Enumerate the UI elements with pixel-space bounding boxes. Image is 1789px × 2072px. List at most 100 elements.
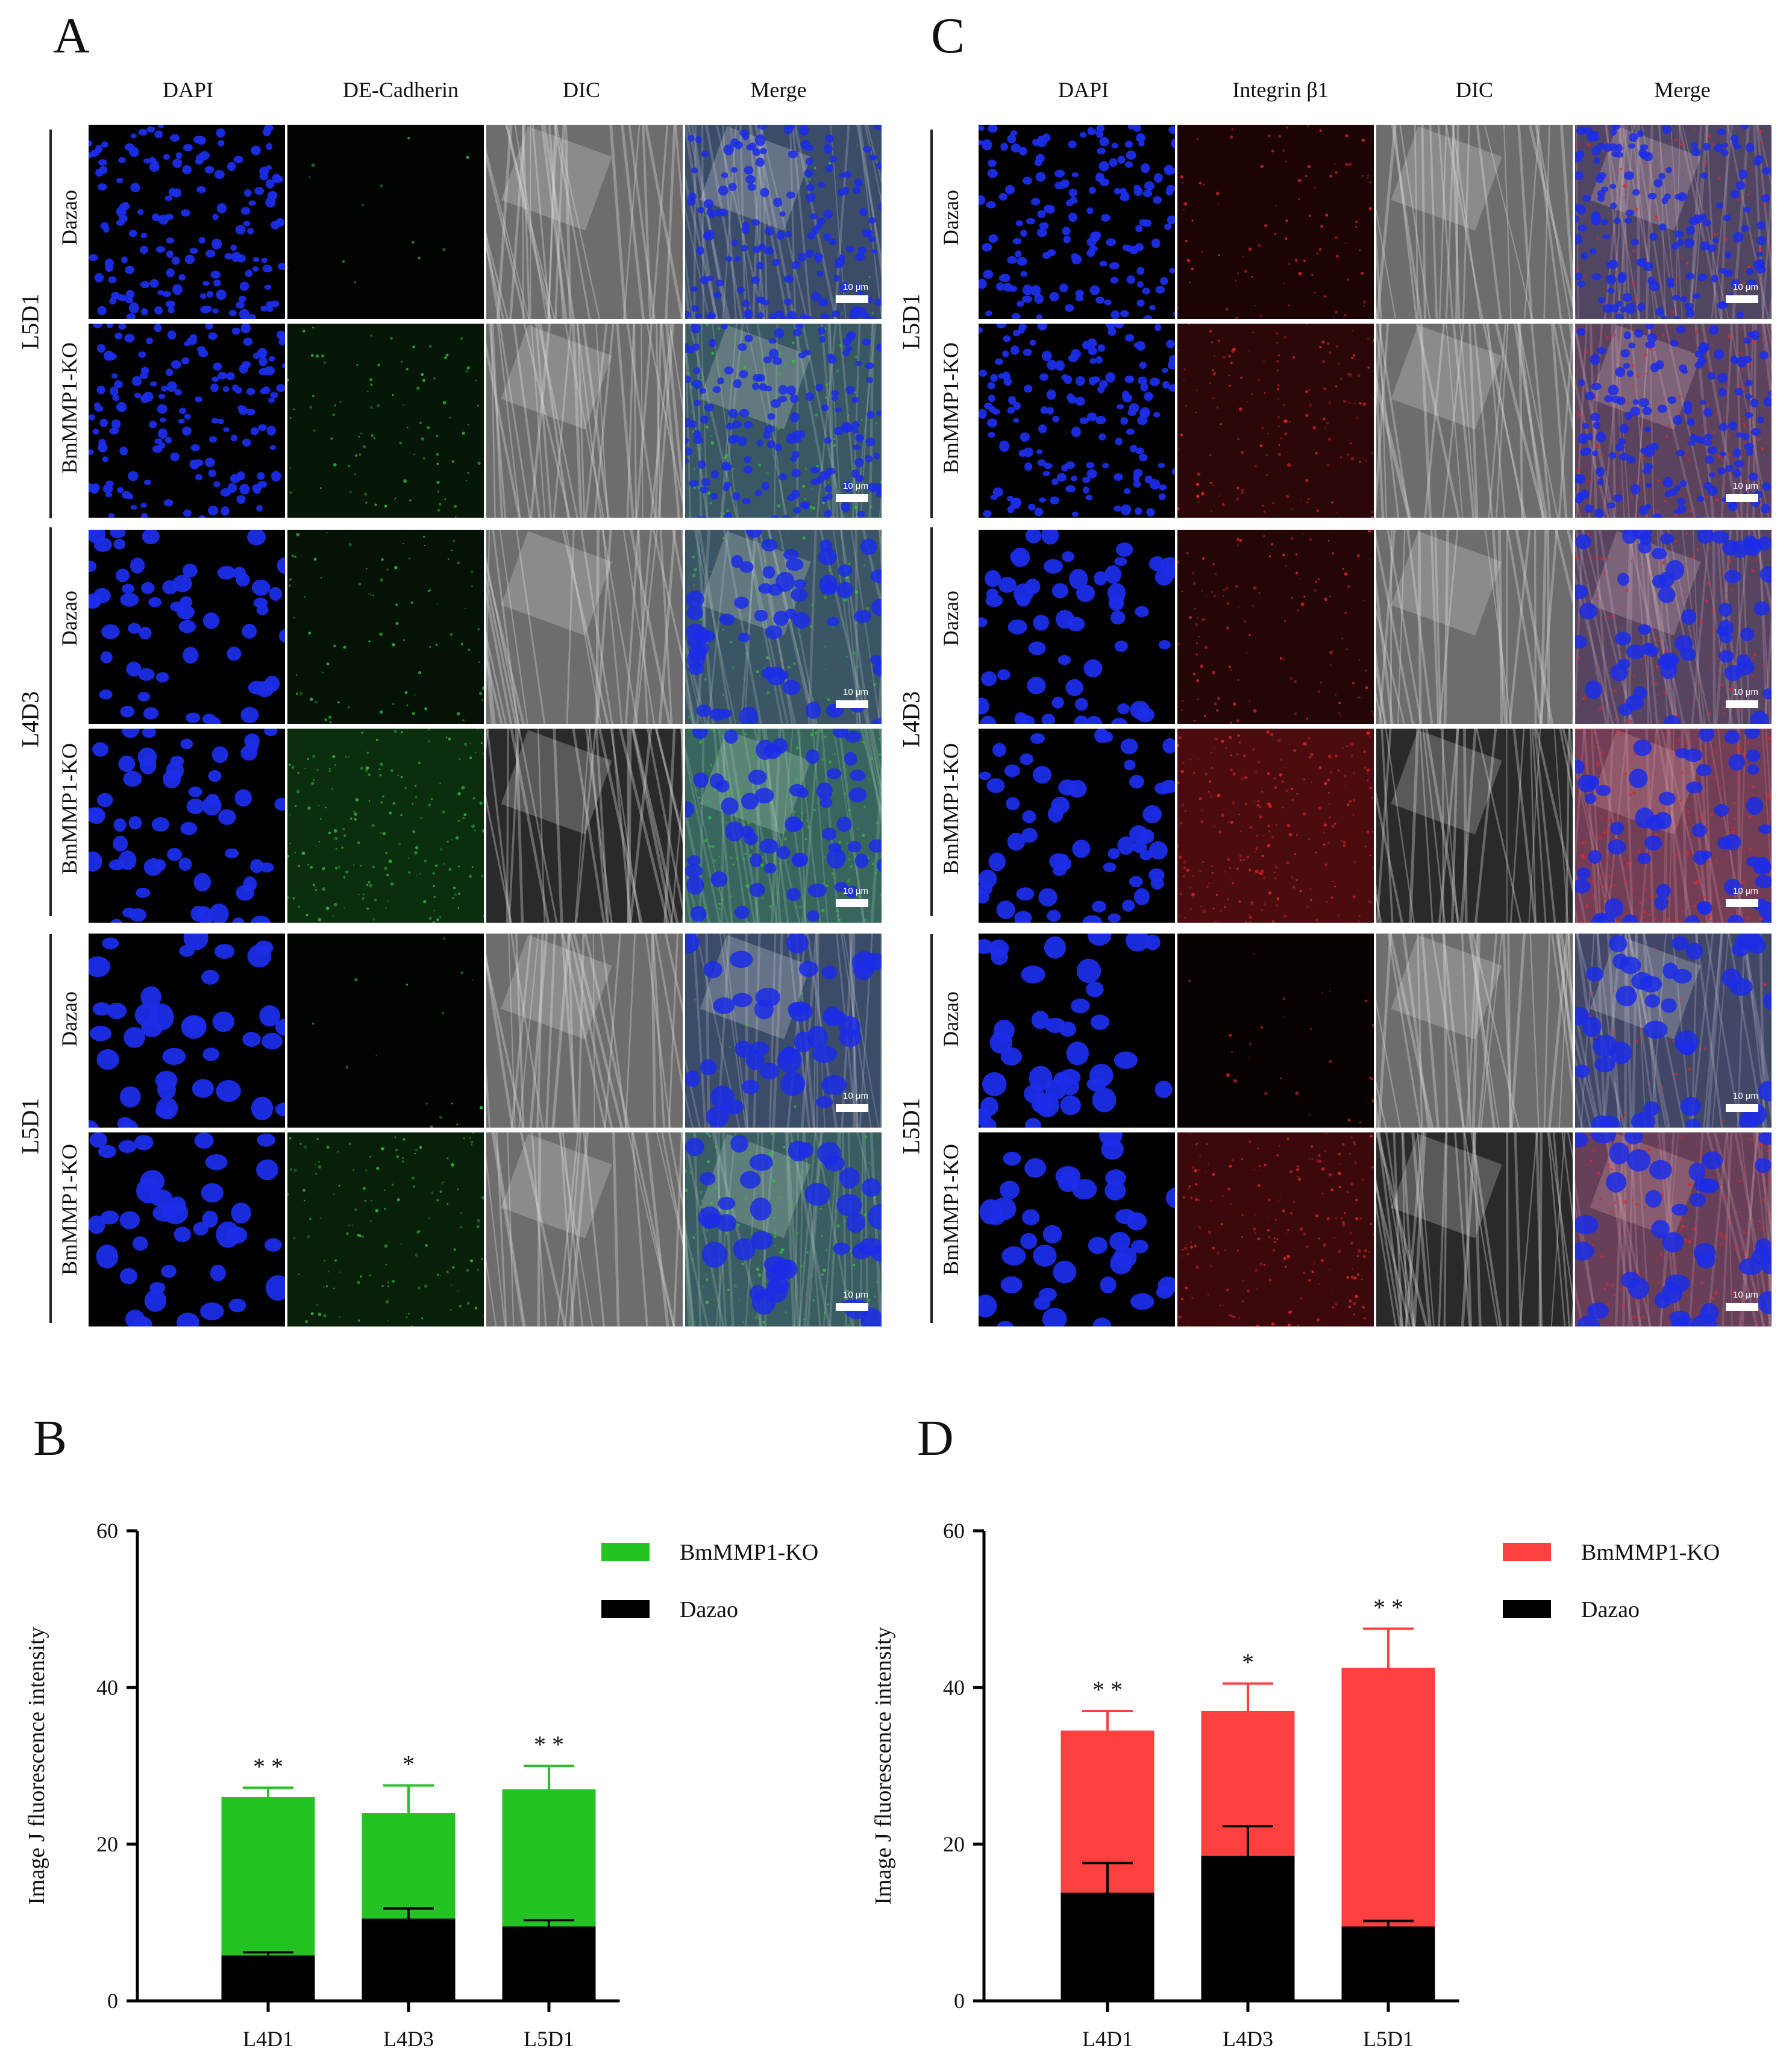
group-label-a-1: L4D3 xyxy=(16,691,44,748)
scale-label: 10 μm xyxy=(843,886,868,896)
micrograph-a-1-1-stain xyxy=(286,727,485,924)
column-header-dapi-c: DAPI xyxy=(1057,78,1109,102)
y-tick-label: 20 xyxy=(96,1832,118,1856)
row-label-a-2-1: BmMMP1-KO xyxy=(57,1143,81,1275)
row-label-a-0-0: Dazao xyxy=(57,190,81,245)
scale-bar xyxy=(836,494,868,502)
micrograph-a-0-0-merge: 10 μm xyxy=(684,124,883,320)
x-tick-label: L4D3 xyxy=(1223,2027,1273,2051)
scale-bar xyxy=(1726,295,1758,303)
legend-swatch xyxy=(1503,1600,1551,1618)
scale-bar xyxy=(836,700,868,708)
micrograph-c-1-0-stain xyxy=(1176,529,1375,725)
micrograph-a-0-1-merge: 10 μm xyxy=(684,322,883,519)
group-label-c-0: L5D1 xyxy=(897,293,925,350)
micrograph-a-2-1-stain xyxy=(286,1131,485,1328)
micrograph-c-0-0-dic xyxy=(1375,124,1574,320)
micrograph-a-2-0-stain xyxy=(286,932,485,1129)
row-label-c-0-0: Dazao xyxy=(939,190,963,245)
micrograph-c-2-0-dic xyxy=(1375,932,1574,1129)
micrograph-a-1-0-stain xyxy=(286,529,485,725)
row-label-a-2-0: Dazao xyxy=(57,991,81,1047)
group-label-a-0: L5D1 xyxy=(16,293,44,350)
bar-dazao xyxy=(1341,1926,1435,2001)
micrograph-c-0-0-stain xyxy=(1176,124,1375,320)
row-label-a-1-1: BmMMP1-KO xyxy=(57,742,81,874)
row-label-c-0-1: BmMMP1-KO xyxy=(939,342,963,474)
scale-bar xyxy=(1726,1303,1758,1311)
micrograph-a-2-1-merge: 10 μm xyxy=(684,1131,883,1328)
micrograph-c-2-1-stain xyxy=(1176,1131,1375,1328)
y-axis-label: Image J fluorescence intensity xyxy=(871,1627,896,1904)
panel-letter-d: D xyxy=(917,1410,954,1466)
group-bracket-a-2 xyxy=(49,934,52,1323)
micrograph-c-0-1-dapi xyxy=(977,322,1176,519)
y-tick-label: 60 xyxy=(943,1519,965,1543)
micrograph-c-1-0-dic xyxy=(1375,529,1574,725)
panel-letter-c: C xyxy=(931,8,965,64)
column-header-merge: Merge xyxy=(750,78,807,102)
legend-swatch xyxy=(1503,1543,1551,1561)
row-label-c-1-1: BmMMP1-KO xyxy=(939,742,963,874)
column-header-integrin: Integrin β1 xyxy=(1232,78,1329,102)
x-tick-label: L4D3 xyxy=(383,2027,434,2051)
micrograph-c-2-1-dapi xyxy=(977,1131,1176,1328)
micrograph-c-0-0-dapi xyxy=(977,124,1176,320)
micrograph-a-2-1-dapi xyxy=(87,1131,286,1328)
y-tick-label: 40 xyxy=(96,1675,118,1700)
micrograph-a-0-0-dic xyxy=(485,124,684,320)
micrograph-a-1-0-dapi xyxy=(87,529,286,725)
legend-label: BmMMP1-KO xyxy=(1581,1540,1720,1565)
x-tick-label: L5D1 xyxy=(1363,2027,1414,2051)
legend-swatch xyxy=(601,1600,650,1618)
panel-letter-b: B xyxy=(33,1410,67,1466)
group-label-a-2: L5D1 xyxy=(16,1097,44,1155)
micrograph-a-0-1-dic xyxy=(485,322,684,519)
y-tick-label: 0 xyxy=(107,1989,118,2013)
bar-dazao xyxy=(1201,1856,1295,2001)
significance-label: * * xyxy=(253,1753,283,1780)
scale-bar xyxy=(836,1104,868,1112)
y-tick-label: 40 xyxy=(943,1675,965,1700)
micrograph-a-2-0-dic xyxy=(485,932,684,1129)
micrograph-a-0-1-dapi xyxy=(87,322,286,519)
column-header-merge-c: Merge xyxy=(1654,78,1711,102)
micrograph-c-0-1-stain xyxy=(1176,322,1375,519)
legend-label: Dazao xyxy=(680,1597,738,1622)
micrograph-c-0-1-merge: 10 μm xyxy=(1574,322,1773,519)
significance-label: * * xyxy=(1092,1676,1123,1703)
micrograph-a-1-0-merge: 10 μm xyxy=(684,529,883,725)
bar-dazao xyxy=(362,1918,456,2001)
micrograph-c-1-0-merge: 10 μm xyxy=(1574,529,1773,725)
legend-label: BmMMP1-KO xyxy=(680,1540,818,1565)
scale-label: 10 μm xyxy=(843,687,868,697)
scale-bar xyxy=(1726,494,1758,502)
significance-label: * * xyxy=(534,1731,564,1758)
significance-label: * xyxy=(403,1751,415,1778)
group-bracket-a-1 xyxy=(49,527,52,916)
y-axis-label: Image J fluorescence intensity xyxy=(24,1627,49,1904)
scale-bar xyxy=(836,899,868,907)
bar-dazao xyxy=(221,1955,315,2001)
significance-label: * * xyxy=(1373,1594,1403,1621)
legend-swatch xyxy=(601,1543,650,1561)
micrograph-a-1-1-dic xyxy=(485,727,684,924)
panel-letter-a: A xyxy=(53,8,90,64)
group-bracket-c-1 xyxy=(930,527,933,916)
group-label-c-1: L4D3 xyxy=(897,691,925,748)
scale-bar xyxy=(1726,700,1758,708)
y-tick-label: 20 xyxy=(943,1832,965,1856)
micrograph-a-0-0-stain xyxy=(286,124,485,320)
bar-chart-b: 0 20 40 60 Image J fluorescence intensity * *… xyxy=(24,1519,818,2051)
scale-bar xyxy=(836,1303,868,1311)
micrograph-c-1-1-dapi xyxy=(977,727,1176,924)
micrograph-c-1-1-dic xyxy=(1375,727,1574,924)
scale-label: 10 μm xyxy=(1733,282,1758,292)
column-header-dic-c: DIC xyxy=(1456,78,1493,102)
y-tick-label: 60 xyxy=(96,1519,118,1543)
scale-bar xyxy=(1726,899,1758,907)
micrograph-c-1-1-merge: 10 μm xyxy=(1574,727,1773,924)
group-bracket-c-2 xyxy=(930,934,933,1323)
scale-label: 10 μm xyxy=(843,1290,868,1300)
column-header-de-cadherin: DE-Cadherin xyxy=(343,78,459,102)
